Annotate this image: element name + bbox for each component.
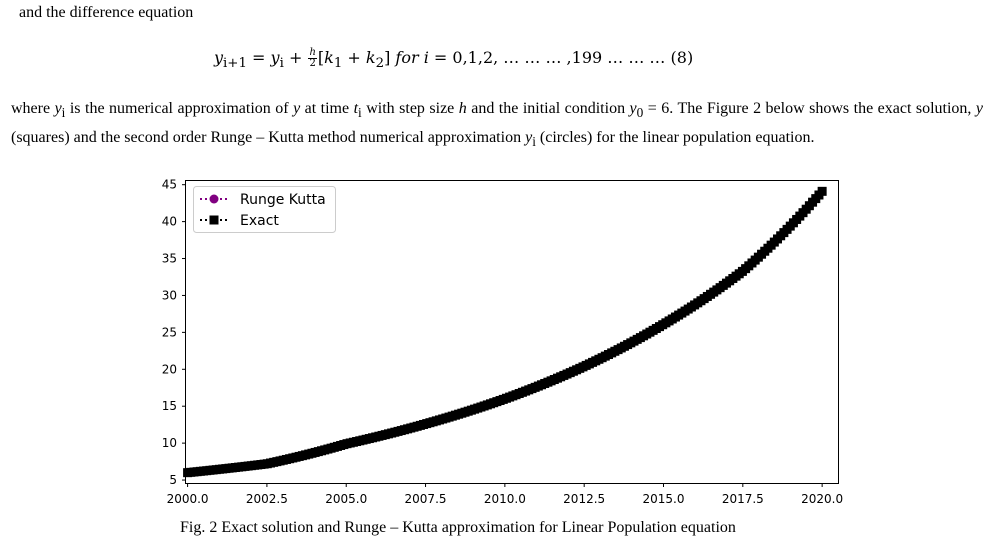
para-text-7: (squares) and the second order Runge – K… <box>11 128 526 146</box>
para-text-2: is the numerical approximation of <box>65 100 294 117</box>
y-tick-label: 10 <box>162 436 177 450</box>
y-tick-label: 15 <box>162 399 177 413</box>
eq-for-i: for i <box>395 48 429 67</box>
y-tick-label: 30 <box>162 288 177 302</box>
para-text-6: = 6. The Figure 2 below shows the exact … <box>643 100 976 117</box>
eq-k1: k <box>324 48 334 67</box>
plot-frame <box>185 180 839 484</box>
eq-lhs-sub: i+1 <box>223 56 247 72</box>
chart-series <box>183 186 827 478</box>
eq-k2: k <box>365 48 376 67</box>
eq-range: = 0,1,2, … … … ,199 … … … (8) <box>428 48 694 67</box>
y-tick-label: 40 <box>162 215 177 229</box>
x-tick-label: 2000.0 <box>167 492 209 506</box>
para-text-4: with step size <box>361 100 459 117</box>
legend-marker-square-icon <box>209 215 219 225</box>
figure-caption: Fig. 2 Exact solution and Runge – Kutta … <box>180 519 736 536</box>
y-tick-label: 25 <box>162 325 177 339</box>
chart-legend: Runge Kutta Exact <box>193 186 336 233</box>
para-t-i-sub: i <box>358 105 362 121</box>
eq-lhs: y <box>214 48 224 67</box>
difference-equation: yi+1 = yi + h 2 [k1 + k2] for i = 0,1,2, …… <box>214 47 694 72</box>
y-tick-label: 45 <box>162 178 177 192</box>
x-tick-label: 2015.0 <box>642 492 684 506</box>
para-y-i-approx: y <box>525 128 533 146</box>
para-y-i: y <box>54 100 62 117</box>
x-tick-label: 2017.5 <box>722 492 764 506</box>
x-tick-label: 2012.5 <box>563 492 605 506</box>
para-y-exact: y <box>975 100 983 117</box>
axes-ticks: 2000.0 2002.5 2005.0 2007.5 2010.0 2012.5 2015… <box>162 178 843 506</box>
eq-frac-den: 2 <box>309 58 316 69</box>
eq-frac-num: h <box>308 47 317 59</box>
legend-marker-circle-icon <box>209 194 219 204</box>
para-y-i-sub: i <box>61 105 66 121</box>
exact-point <box>817 186 827 196</box>
x-tick-label: 2005.0 <box>325 492 367 506</box>
para-h: h <box>458 100 467 117</box>
y-tick-label: 35 <box>162 252 177 266</box>
x-tick-label: 2002.5 <box>246 492 288 506</box>
eq-k1-sub: 1 <box>333 56 343 72</box>
legend-label-runge-kutta: Runge Kutta <box>240 192 326 208</box>
para-y-0: y <box>629 100 637 117</box>
x-tick-label: 2020.0 <box>801 492 843 506</box>
series-exact <box>183 186 827 478</box>
intro-text: and the difference equation <box>19 4 194 21</box>
para-y: y <box>293 100 301 117</box>
y-tick-label: 20 <box>162 362 177 376</box>
para-text-3: at time <box>300 100 354 117</box>
para-y-0-sub: 0 <box>636 105 644 121</box>
para-text-5: and the initial condition <box>466 100 630 117</box>
legend-box <box>193 186 336 233</box>
eq-yi: y <box>270 48 280 67</box>
para-y-i-approx-sub: i <box>532 133 536 149</box>
y-tick-label: 5 <box>169 473 177 487</box>
eq-yi-sub: i <box>279 56 284 72</box>
para-t-i: t <box>353 100 359 117</box>
x-tick-label: 2010.0 <box>484 492 526 506</box>
legend-label-exact: Exact <box>240 213 279 229</box>
eq-k2-sub: 2 <box>375 56 385 72</box>
para-text-8: (circles) for the linear population equa… <box>535 128 815 146</box>
para-text-1: where <box>11 100 55 117</box>
description-paragraph: where yi is the numerical approximation … <box>11 97 983 154</box>
x-tick-label: 2007.5 <box>405 492 447 506</box>
